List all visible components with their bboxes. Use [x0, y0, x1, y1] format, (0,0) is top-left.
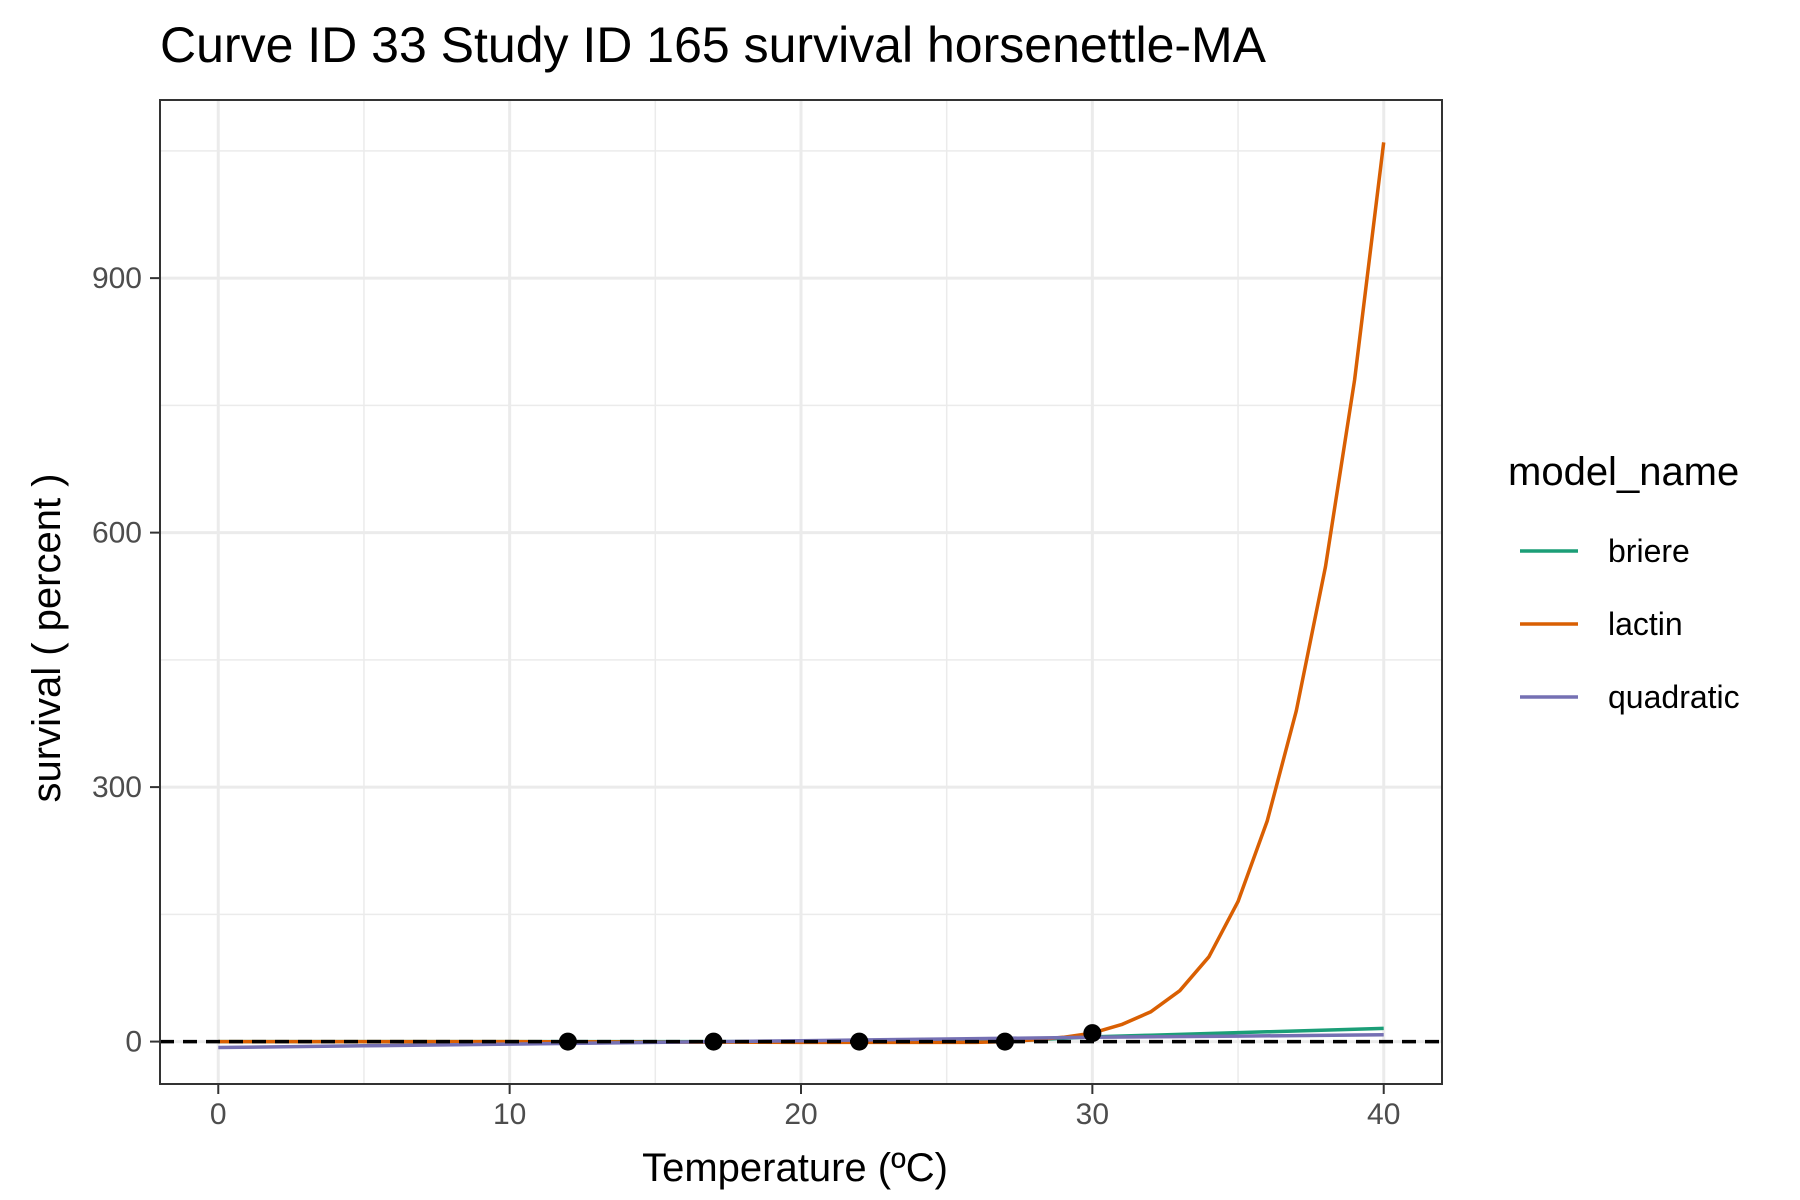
x-tick-label: 20 [784, 1098, 817, 1131]
y-axis: 0 300 600 900 [92, 262, 160, 1059]
chart-title: Curve ID 33 Study ID 165 survival horsen… [160, 17, 1267, 73]
x-tick-label: 40 [1367, 1098, 1400, 1131]
x-axis: 0 10 20 30 40 [210, 1084, 1400, 1131]
legend-title: model_name [1508, 450, 1739, 494]
plot-panel [159, 99, 1443, 1085]
y-tick-label: 300 [92, 771, 142, 804]
y-tick-label: 0 [125, 1026, 142, 1059]
legend-label-quadratic: quadratic [1608, 679, 1740, 715]
x-tick-label: 30 [1076, 1098, 1109, 1131]
y-tick-label: 600 [92, 517, 142, 550]
data-point [1083, 1024, 1102, 1043]
series-line-quadratic [218, 1033, 1384, 1050]
x-axis-title: Temperature (ºC) [642, 1146, 948, 1190]
data-point [704, 1032, 723, 1051]
data-point [850, 1032, 869, 1051]
x-tick-label: 10 [493, 1098, 526, 1131]
y-tick-label: 900 [92, 262, 142, 295]
series-line-lactin [218, 142, 1386, 1045]
data-point [995, 1032, 1014, 1051]
legend-label-briere: briere [1608, 533, 1690, 569]
legend: model_name briere lactin quadratic [1508, 450, 1740, 715]
data-point [558, 1032, 577, 1051]
x-tick-label: 0 [210, 1098, 227, 1131]
y-axis-title: survival ( percent ) [25, 474, 69, 803]
legend-label-lactin: lactin [1608, 606, 1683, 642]
